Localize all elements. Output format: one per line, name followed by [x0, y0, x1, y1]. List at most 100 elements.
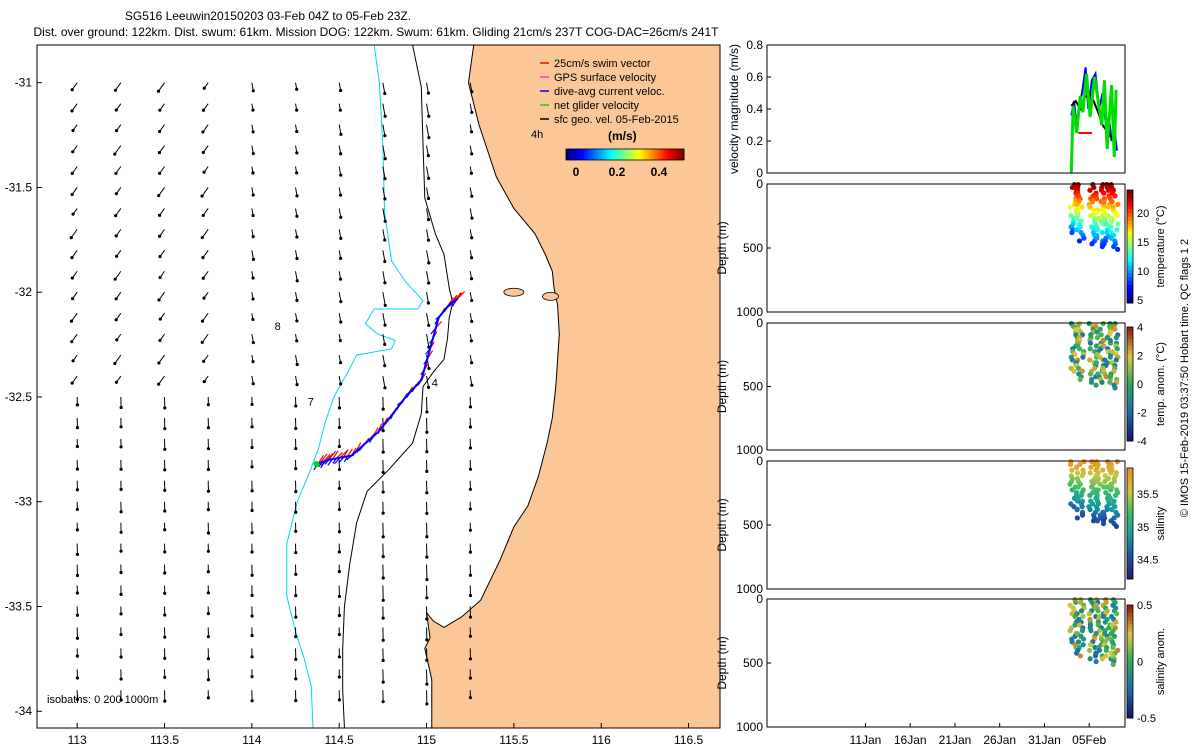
sfc-velocity-arrow — [251, 313, 254, 321]
colorbar-cell — [1127, 692, 1133, 696]
colorbar-cell — [581, 149, 584, 160]
colorbar-cell — [616, 149, 619, 160]
sfc-velocity-arrow — [252, 208, 255, 217]
colorbar-cell — [1127, 494, 1133, 498]
arrow-head — [76, 508, 79, 511]
arrow-head — [157, 298, 160, 301]
sfc-velocity-arrow — [207, 523, 210, 535]
arrow-head — [76, 655, 79, 658]
track-end-marker — [313, 461, 319, 467]
sfc-velocity-arrow — [295, 313, 298, 322]
sfc-velocity-arrow — [382, 502, 385, 515]
sfc-velocity-arrow — [425, 627, 428, 641]
profile-sample — [1101, 518, 1106, 523]
sfc-velocity-arrow — [339, 313, 342, 323]
profile-sample — [1081, 636, 1086, 641]
sfc-velocity-arrow — [163, 606, 166, 616]
arrow-head — [163, 550, 166, 553]
arrow-head — [382, 471, 385, 474]
arrow-head — [383, 324, 386, 327]
colorbar-cell — [1127, 357, 1133, 361]
arrow-head — [207, 612, 210, 615]
sfc-velocity-arrow — [383, 83, 387, 95]
profile-sample — [1081, 236, 1086, 241]
sfc-velocity-arrow — [294, 690, 297, 702]
arrow-head — [383, 343, 386, 346]
profile-sample — [1099, 380, 1104, 385]
arrow-shaft — [427, 229, 429, 240]
sfc-velocity-arrow — [202, 104, 208, 112]
colorbar-cell — [1127, 213, 1133, 217]
colorbar-cell — [666, 149, 669, 160]
sfc-velocity-arrow — [469, 439, 472, 450]
arrow-head — [114, 172, 117, 175]
velocity-ytick-label: 0.4 — [746, 102, 763, 116]
colorbar-cell — [1127, 224, 1133, 228]
profile-sample — [1111, 662, 1116, 667]
colorbar-cell — [1127, 194, 1133, 198]
arrow-shaft — [427, 292, 429, 303]
arrow-head — [115, 234, 118, 237]
profile-sample — [1069, 467, 1074, 472]
sfc-velocity-arrow — [339, 271, 342, 280]
arrow-head — [294, 658, 297, 661]
arrow-head — [427, 197, 430, 200]
sfc-velocity-arrow — [71, 376, 78, 385]
colorbar-cell — [1127, 684, 1133, 688]
arrow-head — [469, 468, 472, 471]
profile-sample — [1114, 227, 1119, 232]
sfc-velocity-arrow — [251, 292, 254, 300]
profile-sample — [1088, 346, 1093, 351]
map-ytick-label: -31 — [15, 76, 33, 90]
profile-sample — [1088, 628, 1093, 633]
sfc-velocity-arrow — [339, 83, 342, 92]
sfc-velocity-arrow — [115, 292, 121, 300]
arrow-head — [251, 594, 254, 597]
sfc-velocity-arrow — [295, 104, 298, 112]
arrow-head — [470, 277, 473, 280]
sfc-velocity-arrow — [339, 104, 342, 112]
colorbar-cell — [1127, 262, 1133, 266]
sfc-velocity-arrow — [427, 313, 431, 327]
sfc-velocity-arrow — [76, 565, 79, 577]
colorbar-cell — [1127, 468, 1133, 472]
profile-sample — [1073, 600, 1078, 605]
sfc-velocity-arrow — [427, 167, 431, 180]
arrow-head — [469, 616, 472, 619]
profile-sample — [1075, 470, 1080, 475]
sfc-velocity-arrow — [113, 146, 121, 156]
colorbar-cell — [1127, 228, 1133, 232]
profile-sample — [1070, 487, 1075, 492]
arrow-head — [294, 677, 297, 680]
colorbar-cell — [643, 149, 646, 160]
arrow-head — [338, 487, 341, 490]
sfc-velocity-arrow — [470, 313, 473, 323]
colorbar-cell — [1127, 483, 1133, 487]
arrow-head — [202, 296, 205, 299]
arrow-head — [294, 447, 297, 450]
sfc-velocity-arrow — [295, 250, 298, 260]
colorbar-cell — [1127, 433, 1133, 437]
sfc-velocity-arrow — [427, 250, 431, 264]
arrow-head — [71, 359, 74, 362]
arrow-head — [200, 194, 203, 197]
arrow-head — [251, 360, 254, 363]
sfc-velocity-arrow — [295, 187, 298, 197]
sfc-velocity-arrow — [163, 481, 166, 492]
sfc-velocity-arrow — [119, 439, 122, 449]
arrow-head — [469, 635, 472, 638]
colorbar-cell — [1127, 572, 1133, 576]
arrow-head — [384, 115, 387, 118]
sfc-velocity-arrow — [295, 376, 298, 386]
sfc-velocity-arrow — [207, 627, 210, 638]
map-xtick-label: 113.5 — [150, 733, 179, 747]
sfc-velocity-arrow — [427, 271, 431, 284]
colorbar-cell — [590, 149, 593, 160]
arrow-head — [339, 382, 342, 385]
arrow-head — [427, 154, 430, 157]
sfc-velocity-arrow — [339, 187, 342, 196]
section-frame — [767, 323, 1125, 450]
arrow-head — [207, 550, 210, 553]
profile-sample — [1114, 335, 1119, 340]
profile-sample — [1115, 247, 1120, 252]
